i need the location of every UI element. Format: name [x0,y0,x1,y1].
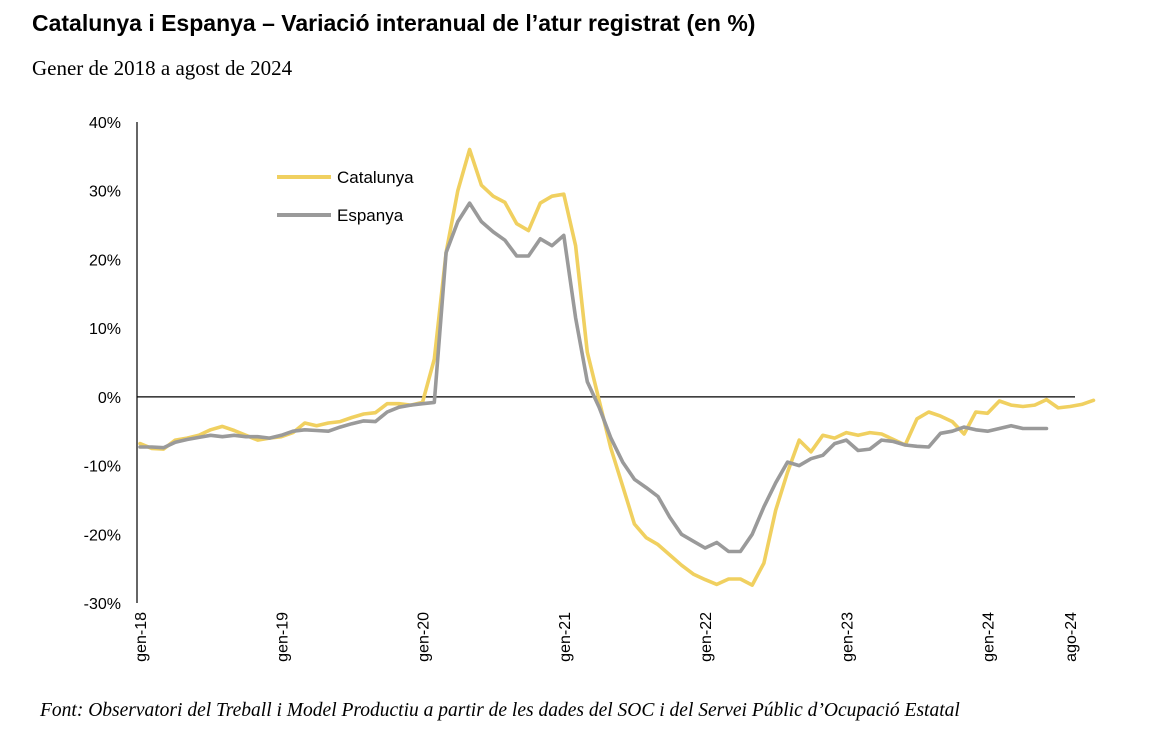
x-tick-label: gen-19 [274,612,291,662]
y-tick-label: 40% [89,115,121,132]
chart-source: Font: Observatori del Treball i Model Pr… [40,700,960,721]
chart-axes: 40% 30% 20% 10% 0% -10% -20% -30% gen-18 gen-19 ge… [84,115,1080,662]
chart-subtitle: Gener de 2018 a agost de 2024 [32,56,293,80]
chart-legend: Catalunya Espanya [277,168,414,225]
y-tick-label: -30% [84,596,121,613]
y-tick-label: 20% [89,252,121,269]
legend-label-espanya: Espanya [337,206,404,225]
y-tick-label: 10% [89,321,121,338]
chart-title: Catalunya i Espanya – Variació interanua… [32,10,756,36]
series-line-catalunya [138,147,1096,587]
y-tick-label: -20% [84,527,121,544]
x-tick-label: gen-23 [839,612,856,662]
y-tick-label: 30% [89,184,121,201]
series-line-espanya [138,201,1049,554]
chart-series [138,147,1096,587]
x-tick-label: gen-22 [698,612,715,662]
x-tick-label: ago-24 [1063,612,1080,662]
x-tick-label: gen-21 [557,612,574,662]
x-tick-label: gen-20 [416,612,433,662]
y-tick-label: -10% [84,459,121,476]
legend-label-catalunya: Catalunya [337,168,414,187]
x-tick-label: gen-24 [981,612,998,662]
y-tick-label: 0% [98,390,121,407]
x-tick-label: gen-18 [133,612,150,662]
